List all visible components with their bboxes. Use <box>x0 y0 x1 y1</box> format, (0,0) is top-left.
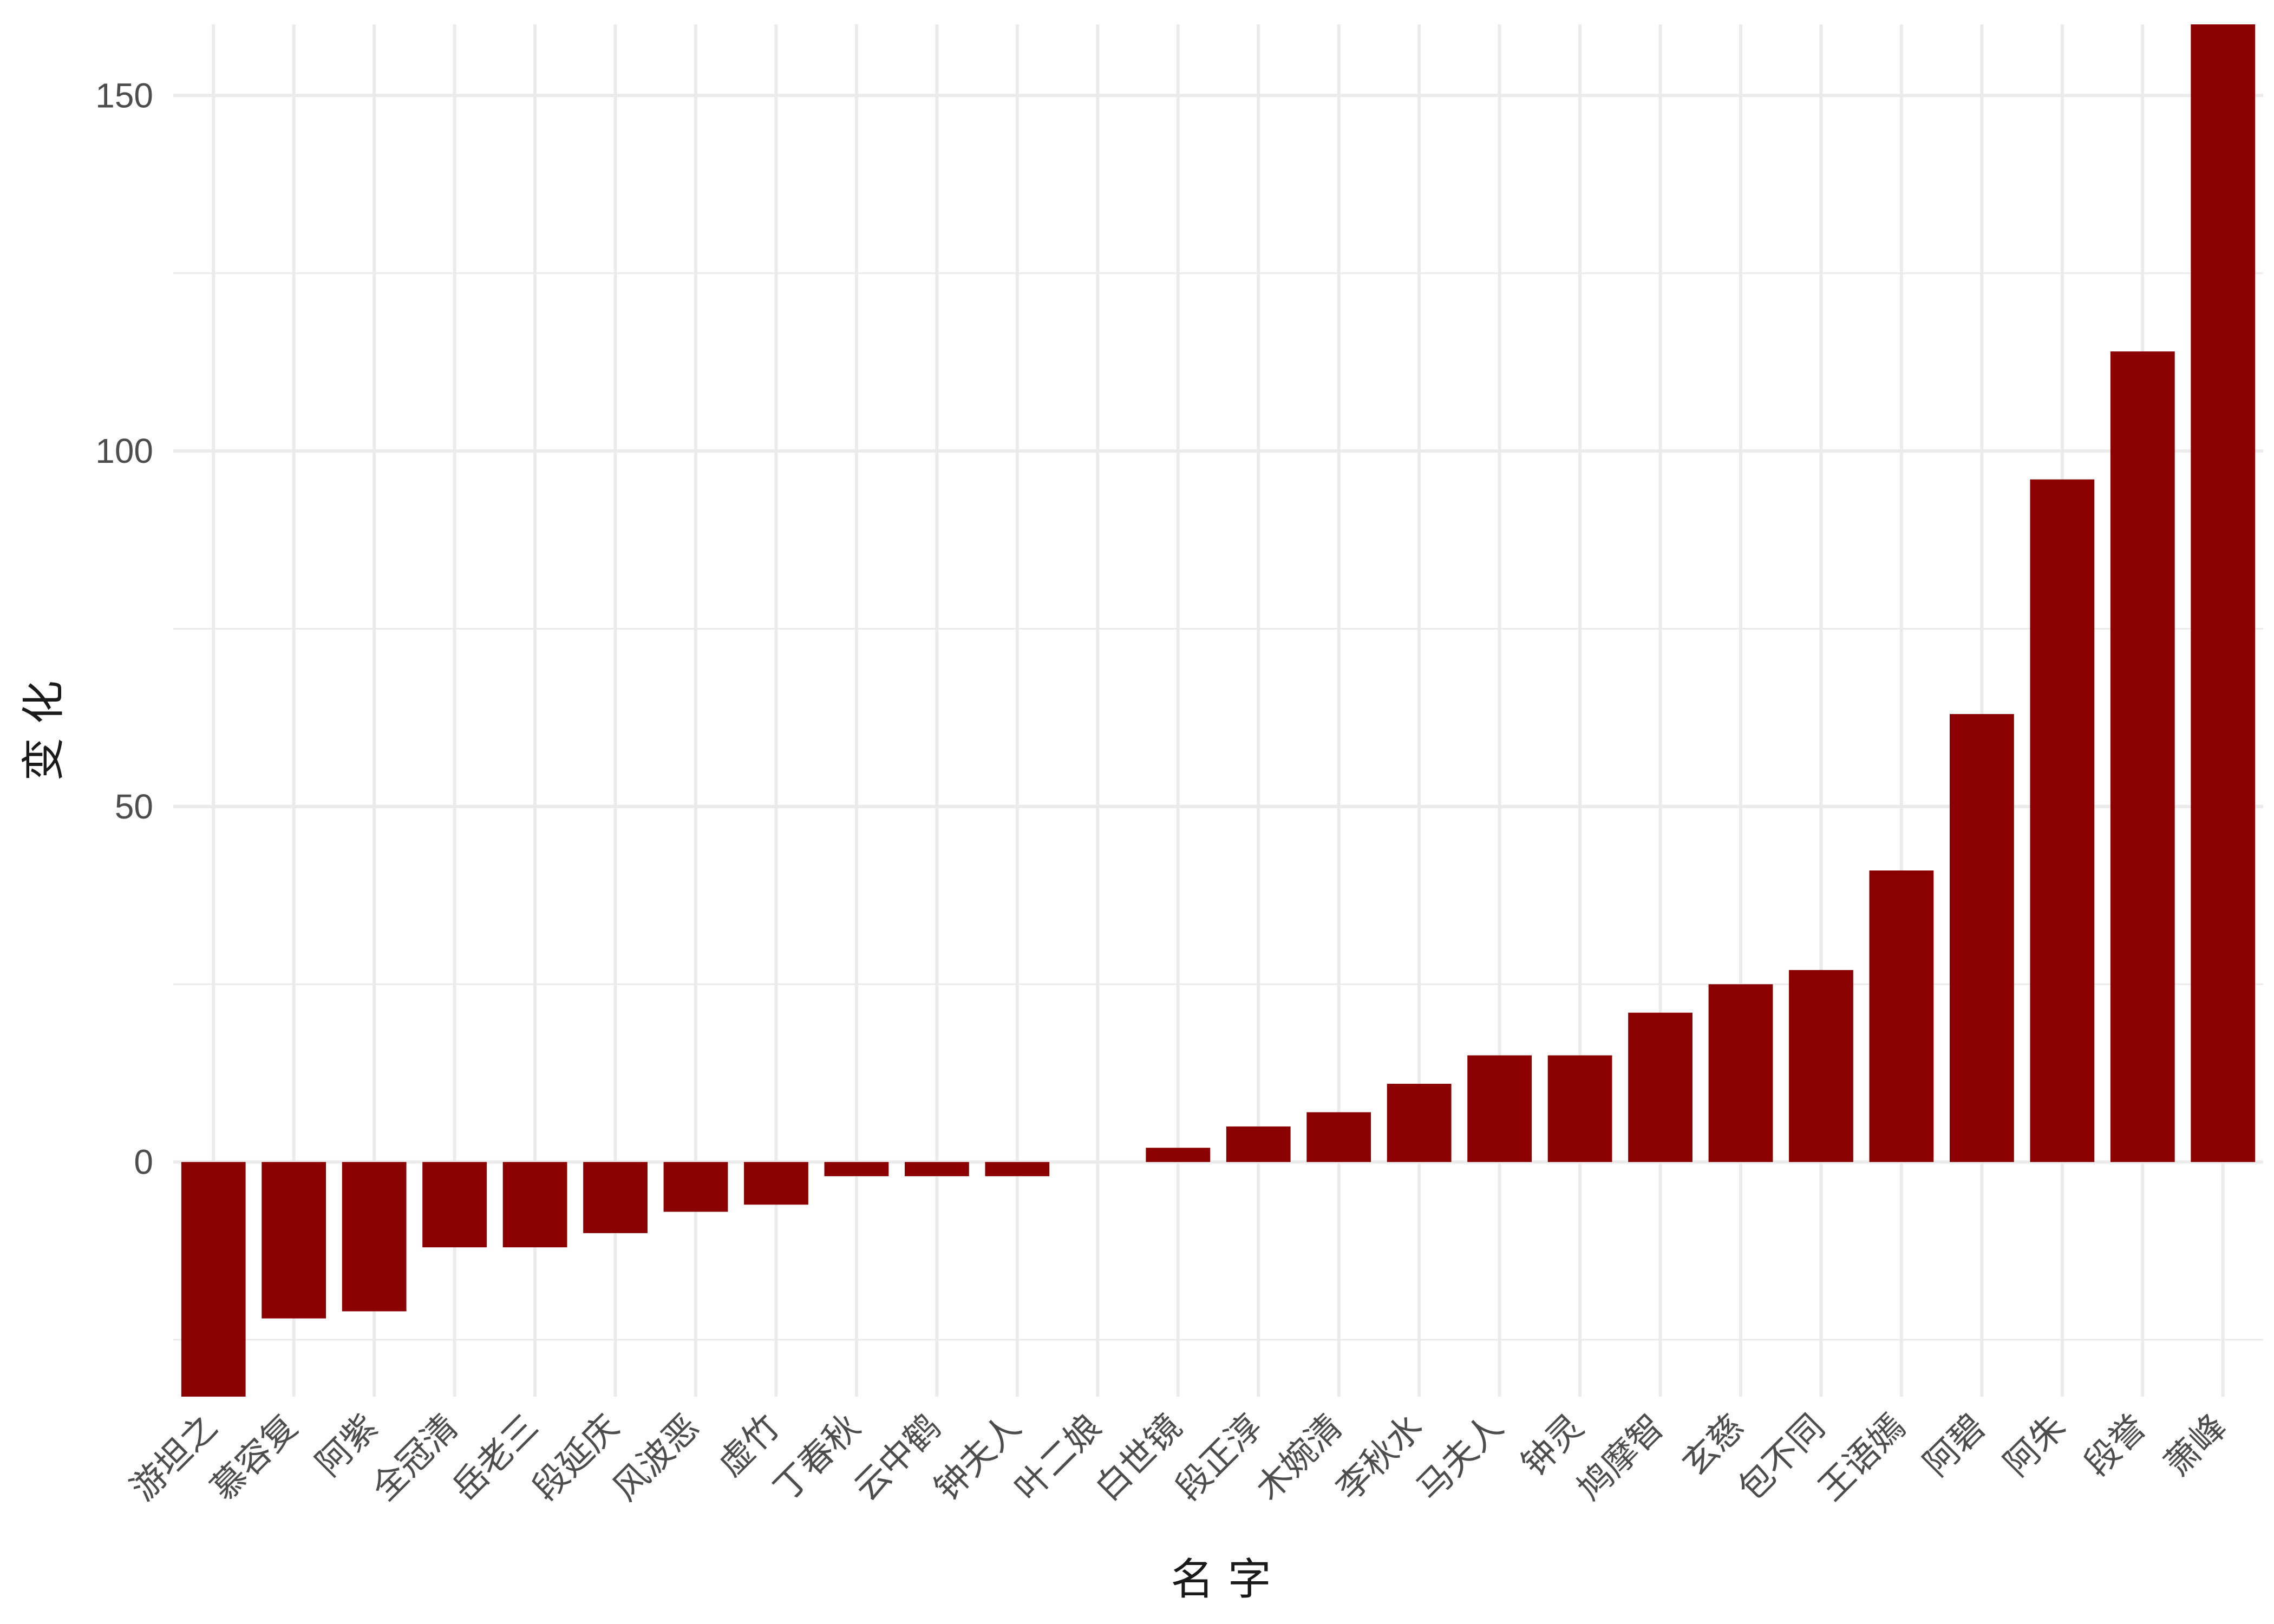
x-tick-label: 包不同 <box>1731 1407 1833 1509</box>
bar <box>985 1162 1050 1176</box>
x-tick-label: 风波恶 <box>605 1407 707 1509</box>
bar <box>1869 870 1934 1162</box>
bar <box>1789 970 1853 1162</box>
y-axis-ticks: 0 50 100 150 <box>95 76 153 1181</box>
bar <box>2110 351 2175 1162</box>
x-tick-label: 游坦之 <box>123 1407 225 1509</box>
x-tick-label: 钟夫人 <box>927 1407 1029 1509</box>
bar <box>502 1162 567 1248</box>
bar <box>583 1162 648 1233</box>
x-tick-label: 李秋水 <box>1329 1407 1430 1509</box>
x-tick-label: 段誉 <box>2077 1407 2154 1484</box>
y-tick-label: 0 <box>134 1143 153 1182</box>
x-axis-title: 名 字 <box>1171 1554 1271 1605</box>
x-tick-label: 叶二娘 <box>1008 1407 1109 1509</box>
x-tick-label: 慕容复 <box>204 1407 305 1509</box>
bar <box>663 1162 728 1212</box>
x-tick-label: 云中鹤 <box>847 1407 949 1509</box>
x-tick-label: 木婉清 <box>1249 1407 1350 1509</box>
y-tick-label: 150 <box>95 76 153 115</box>
x-tick-label: 岳老三 <box>445 1407 546 1509</box>
y-tick-label: 50 <box>115 787 153 826</box>
x-tick-label: 王语嫣 <box>1811 1407 1913 1509</box>
bar <box>905 1162 969 1176</box>
bar <box>1547 1055 1612 1162</box>
x-tick-label: 阿碧 <box>1916 1407 1994 1484</box>
bar <box>1950 714 2014 1162</box>
bar <box>422 1162 487 1248</box>
bars <box>181 24 2256 1397</box>
x-tick-label: 丁春秋 <box>766 1407 868 1509</box>
x-tick-label: 段正淳 <box>1168 1407 1270 1509</box>
x-tick-label: 全冠清 <box>364 1407 466 1509</box>
x-tick-label: 萧峰 <box>2157 1407 2234 1484</box>
bar <box>2191 24 2256 1162</box>
bar <box>2030 479 2095 1162</box>
bar <box>342 1162 407 1312</box>
bar <box>1387 1084 1452 1162</box>
bar <box>824 1162 889 1176</box>
bar <box>1226 1126 1291 1162</box>
x-tick-label: 鸠摩智 <box>1570 1407 1672 1509</box>
bar <box>1306 1112 1371 1162</box>
bar <box>744 1162 808 1205</box>
y-axis-title: 变 化 <box>18 680 69 781</box>
bar <box>1708 984 1773 1162</box>
x-tick-label: 阿朱 <box>1996 1407 2074 1484</box>
bar <box>262 1162 326 1319</box>
bar <box>181 1162 246 1397</box>
y-tick-label: 100 <box>95 431 153 470</box>
x-tick-label: 白世镜 <box>1088 1407 1190 1509</box>
bar <box>1146 1148 1211 1162</box>
x-tick-label: 段延庆 <box>525 1407 627 1509</box>
bar <box>1628 1012 1693 1162</box>
x-tick-label: 马夫人 <box>1409 1407 1511 1509</box>
bar <box>1467 1055 1532 1162</box>
